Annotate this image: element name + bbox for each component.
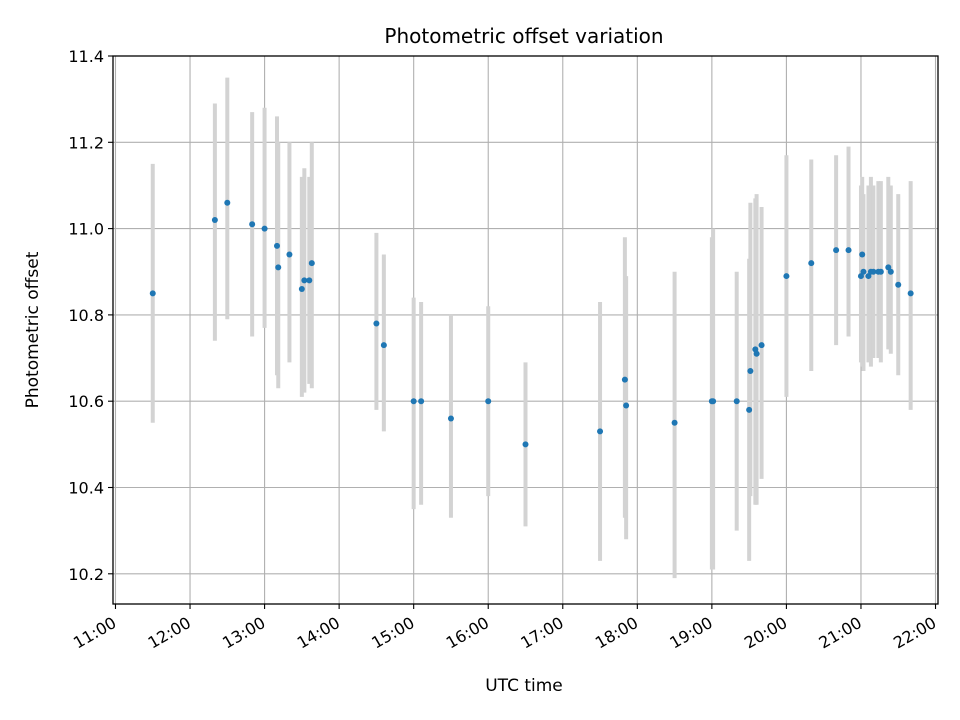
data-points (149, 199, 914, 448)
data-point (410, 398, 417, 405)
data-point (845, 247, 852, 254)
data-point (224, 199, 231, 206)
data-point (298, 286, 305, 293)
data-point (621, 376, 628, 383)
y-axis-label: Photometric offset (23, 251, 43, 408)
data-point (623, 402, 630, 409)
data-point (485, 398, 492, 405)
data-point (860, 268, 867, 275)
x-axis-label: UTC time (485, 676, 563, 696)
data-point (808, 260, 815, 267)
data-point (758, 342, 765, 349)
y-axis-ticks: 10.2 10.4 10.6 10.8 11.0 11.2 11.4 (68, 47, 113, 584)
chart-title: Photometric offset variation (384, 24, 663, 48)
data-point (783, 273, 790, 280)
y-tick-label: 10.4 (68, 478, 104, 497)
data-point (275, 264, 282, 271)
data-point (833, 247, 840, 254)
data-point (249, 221, 256, 228)
y-tick-label: 10.8 (68, 306, 104, 325)
data-point (261, 225, 268, 232)
plot-frame (112, 55, 939, 605)
data-point (149, 290, 156, 297)
data-point (286, 251, 293, 258)
data-point (308, 260, 315, 267)
data-point (373, 320, 380, 327)
data-point (859, 251, 866, 258)
y-tick-label: 11.4 (68, 47, 104, 66)
data-point (211, 216, 218, 223)
data-point (887, 268, 894, 275)
data-point (733, 398, 740, 405)
data-point (671, 419, 678, 426)
data-point (710, 398, 717, 405)
y-tick-label: 11.2 (68, 133, 104, 152)
data-point (522, 441, 529, 448)
data-point (301, 277, 308, 284)
data-point (274, 242, 281, 249)
y-tick-label: 10.2 (68, 565, 104, 584)
data-point (380, 342, 387, 349)
data-point (907, 290, 914, 297)
y-tick-label: 10.6 (68, 392, 104, 411)
data-point (746, 406, 753, 413)
data-point (870, 268, 877, 275)
data-point (597, 428, 604, 435)
data-point (877, 268, 884, 275)
y-tick-label: 11.0 (68, 220, 104, 239)
data-point (895, 281, 902, 288)
data-point (753, 350, 760, 357)
data-point (447, 415, 454, 422)
data-point (306, 277, 313, 284)
data-point (418, 398, 425, 405)
data-point (747, 367, 754, 374)
